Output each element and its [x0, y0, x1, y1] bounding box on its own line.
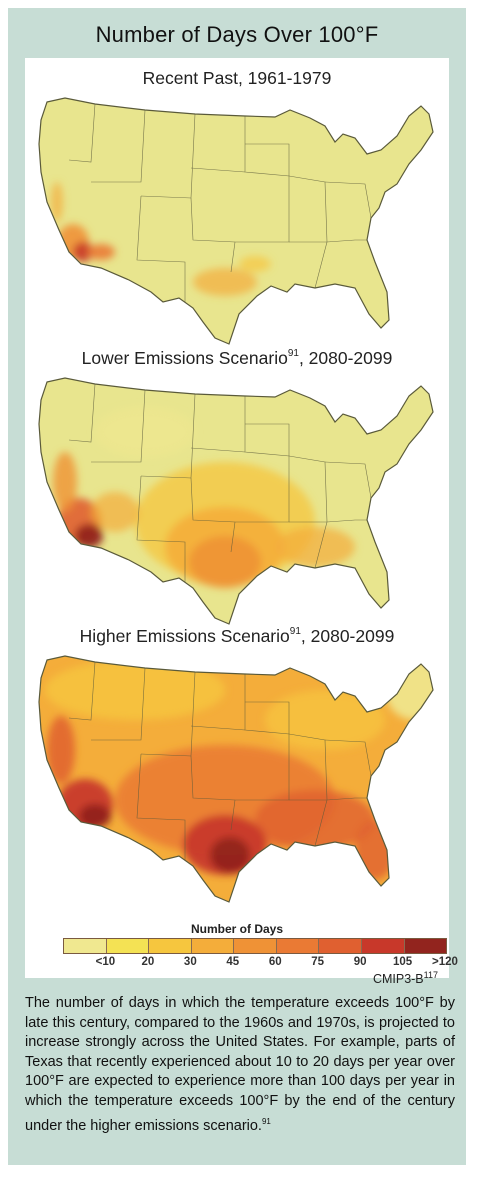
legend-label: 105 [392, 956, 413, 968]
figure-panel: Number of Days Over 100°F Recent Past, 1… [8, 8, 466, 1165]
legend-swatch [191, 939, 235, 953]
legend-swatch [404, 939, 447, 953]
figure-caption: The number of days in which the temperat… [25, 995, 455, 1134]
map-title-lower: Lower Emissions Scenario91, 2080-2099 [81, 348, 393, 368]
legend-label: <10 [95, 956, 116, 968]
figure-title: Number of Days Over 100°F [95, 22, 379, 47]
legend-swatch [276, 939, 320, 953]
legend-label: 45 [226, 956, 240, 968]
source-label: CMIP3-B117 [372, 970, 438, 987]
legend-labels: <10 20 30 45 60 75 90 105 >120 [63, 956, 458, 970]
legend-label: 60 [268, 956, 282, 968]
legend-label: >120 [432, 956, 458, 968]
legend-swatch [149, 939, 192, 953]
map-higher-emissions [38, 655, 434, 903]
legend-colorbar [63, 938, 447, 954]
legend-swatch [64, 939, 107, 953]
map-recent-past [38, 97, 434, 345]
map-title-recent: Recent Past, 1961-1979 [142, 68, 332, 88]
legend-swatch [106, 939, 150, 953]
map-lower-emissions [38, 377, 434, 625]
maps-area: Recent Past, 1961-1979 [25, 58, 458, 978]
legend-swatch [319, 939, 362, 953]
legend-swatch [234, 939, 277, 953]
legend-label: 30 [183, 956, 197, 968]
legend-label: 75 [311, 956, 325, 968]
legend-label: 90 [353, 956, 367, 968]
legend-label: 20 [141, 956, 155, 968]
map-title-higher: Higher Emissions Scenario91, 2080-2099 [79, 626, 395, 646]
legend-swatch [361, 939, 405, 953]
legend-title: Number of Days [190, 922, 284, 936]
